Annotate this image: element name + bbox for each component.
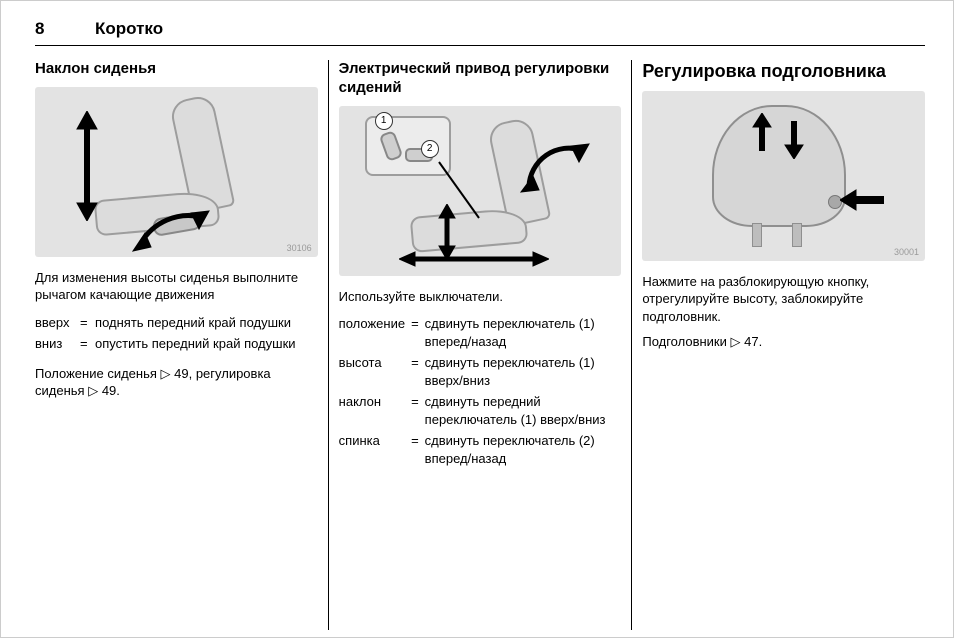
power-key-0: положение <box>339 313 411 352</box>
page-ref-icon: ▷ <box>88 383 98 398</box>
equals-sign: = <box>80 333 95 355</box>
headrest-intro: Нажмите на разблокирующую кнопку, отрегу… <box>642 273 925 326</box>
page-number: 8 <box>35 19 95 39</box>
figure-seat-tilt: 30106 <box>35 87 318 257</box>
table-row: вверх = поднять передний край подушки <box>35 312 318 334</box>
equals-sign: = <box>411 391 425 430</box>
table-row: вниз = опустить передний край подушки <box>35 333 318 355</box>
heading-headrest: Регулировка подголовника <box>642 60 925 83</box>
callout-label-2: 2 <box>421 140 439 158</box>
table-row: положение = сдвинуть переклю­чатель (1) … <box>339 313 622 352</box>
equals-sign: = <box>411 313 425 352</box>
power-val-3: сдвинуть переклю­чатель (2) вперед/назад <box>425 430 622 469</box>
power-val-2: сдвинуть передний переключатель (1) ввер… <box>425 391 622 430</box>
table-row: высота = сдвинуть переклю­чатель (1) вве… <box>339 352 622 391</box>
page-ref-icon: ▷ <box>731 334 741 349</box>
content-columns: Наклон сиденья 30106 Дл <box>35 60 925 630</box>
chapter-title: Коротко <box>95 19 163 39</box>
heading-seat-tilt: Наклон сиденья <box>35 60 318 79</box>
footnote-text: Положение сиденья <box>35 366 161 381</box>
page-ref: 49 <box>174 366 188 381</box>
power-key-1: высота <box>339 352 411 391</box>
tilt-key-1: вниз <box>35 333 80 355</box>
headrest-footnote: Подголовники ▷ 47. <box>642 333 925 351</box>
page-ref: 49 <box>102 383 116 398</box>
column-seat-tilt: Наклон сиденья 30106 Дл <box>35 60 328 630</box>
figure-id: 30001 <box>894 247 919 257</box>
page-ref-icon: ▷ <box>161 366 171 381</box>
tilt-table: вверх = поднять передний край подушки вн… <box>35 312 318 355</box>
page-header: 8 Коротко <box>35 19 925 46</box>
tilt-val-0: поднять передний край подушки <box>95 312 318 334</box>
table-row: наклон = сдвинуть передний переключатель… <box>339 391 622 430</box>
power-val-1: сдвинуть переклю­чатель (1) вверх/вниз <box>425 352 622 391</box>
page: 8 Коротко Наклон сиденья <box>0 0 954 638</box>
footnote-text: Подголовники <box>642 334 730 349</box>
footnote-text: . <box>759 334 763 349</box>
callout-label-1: 1 <box>375 112 393 130</box>
table-row: спинка = сдвинуть переклю­чатель (2) впе… <box>339 430 622 469</box>
equals-sign: = <box>411 430 425 469</box>
column-headrest: Регулировка подголовника <box>631 60 925 630</box>
footnote-text: . <box>116 383 120 398</box>
power-intro: Используйте выключатели. <box>339 288 622 306</box>
page-ref: 47 <box>744 334 758 349</box>
tilt-key-0: вверх <box>35 312 80 334</box>
tilt-footnote: Положение сиденья ▷ 49, регули­ровка сид… <box>35 365 318 400</box>
tilt-val-1: опустить передний край подушки <box>95 333 318 355</box>
column-power-seat: Электрический привод регулировки сидений… <box>328 60 632 630</box>
power-table: положение = сдвинуть переклю­чатель (1) … <box>339 313 622 469</box>
power-key-3: спинка <box>339 430 411 469</box>
figure-id: 30106 <box>287 243 312 253</box>
figure-power-seat: 1 2 <box>339 106 622 276</box>
equals-sign: = <box>80 312 95 334</box>
tilt-intro: Для изменения высоты сиденья выполните р… <box>35 269 318 304</box>
power-val-0: сдвинуть переклю­чатель (1) вперед/назад <box>425 313 622 352</box>
equals-sign: = <box>411 352 425 391</box>
power-key-2: наклон <box>339 391 411 430</box>
heading-power-seat: Электрический привод регулировки сидений <box>339 60 622 98</box>
figure-headrest: 30001 <box>642 91 925 261</box>
